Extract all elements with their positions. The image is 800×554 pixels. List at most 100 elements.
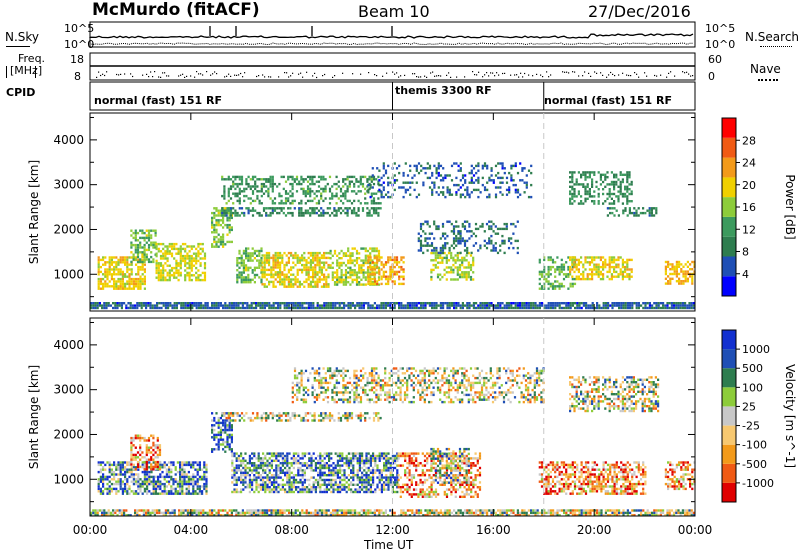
echo-cell	[294, 306, 297, 310]
echo-cell	[251, 207, 255, 210]
echo-cell	[300, 214, 303, 217]
echo-cell	[527, 304, 530, 307]
nave-dot	[434, 75, 436, 77]
echo-cell	[108, 470, 111, 474]
echo-cell	[422, 222, 425, 226]
echo-cell	[437, 162, 440, 165]
echo-cell	[373, 256, 377, 259]
echo-cell	[365, 514, 368, 517]
echo-cell	[265, 185, 268, 188]
echo-cell	[126, 275, 129, 278]
echo-cell	[565, 306, 568, 310]
echo-cell	[181, 475, 184, 479]
echo-cell	[415, 304, 418, 307]
echo-cell	[430, 251, 433, 255]
echo-cell	[261, 273, 264, 276]
echo-cell	[360, 269, 363, 272]
echo-cell	[477, 306, 480, 310]
echo-cell	[307, 261, 310, 264]
echo-cell	[577, 275, 580, 278]
echo-cell	[406, 514, 409, 517]
echo-cell	[369, 258, 372, 262]
echo-cell	[266, 514, 269, 517]
echo-cell	[104, 285, 107, 288]
echo-cell	[96, 302, 99, 305]
echo-cell	[285, 306, 288, 310]
echo-cell	[367, 261, 370, 264]
echo-cell	[569, 270, 572, 274]
echo-cell	[626, 180, 629, 184]
echo-cell	[143, 248, 146, 252]
echo-cell	[569, 258, 572, 262]
echo-cell	[615, 265, 618, 269]
echo-cell	[369, 306, 372, 310]
echo-cell	[406, 181, 410, 184]
echo-cell	[577, 171, 580, 174]
echo-cell	[226, 514, 229, 517]
echo-cell	[108, 256, 111, 259]
echo-cell	[285, 275, 288, 279]
echo-cell	[395, 261, 399, 264]
echo-cell	[115, 480, 118, 483]
echo-cell	[314, 514, 317, 517]
echo-cell	[378, 258, 381, 262]
echo-cell	[136, 509, 139, 512]
echo-cell	[160, 511, 163, 515]
nave-dot	[158, 76, 160, 78]
echo-cell	[437, 304, 440, 307]
echo-cell	[573, 183, 576, 186]
echo-cell	[578, 511, 581, 515]
echo-cell	[479, 244, 482, 247]
echo-cell	[470, 251, 473, 255]
echo-cell	[367, 277, 370, 281]
echo-cell	[251, 271, 254, 274]
echo-cell	[353, 269, 356, 272]
echo-cell	[456, 271, 459, 274]
echo-cell	[310, 302, 313, 305]
echo-cell	[205, 475, 208, 479]
echo-cell	[244, 302, 247, 305]
echo-cell	[598, 509, 601, 512]
echo-cell	[219, 219, 222, 222]
nave-dot	[226, 75, 228, 77]
echo-cell	[274, 259, 277, 262]
echo-cell	[378, 188, 381, 192]
echo-cell	[585, 514, 588, 517]
echo-cell	[608, 268, 611, 271]
echo-cell	[619, 273, 622, 276]
echo-cell	[441, 256, 444, 260]
echo-cell	[324, 211, 327, 215]
echo-cell	[621, 265, 624, 269]
echo-cell	[463, 239, 467, 243]
echo-cell	[265, 273, 268, 276]
echo-cell	[393, 256, 396, 259]
echo-cell	[274, 285, 277, 288]
echo-cell	[554, 268, 557, 271]
echo-cell	[501, 193, 504, 196]
echo-cell	[593, 202, 596, 205]
echo-cell	[560, 285, 563, 288]
echo-cell	[208, 514, 211, 517]
nave-dot	[270, 76, 272, 78]
y-tick-label: 4000	[53, 133, 84, 147]
echo-cell	[452, 230, 456, 233]
echo-cell	[110, 285, 113, 288]
echo-cell	[448, 302, 451, 305]
echo-cell	[371, 249, 374, 253]
echo-cell	[92, 511, 95, 515]
echo-cell	[333, 207, 336, 210]
echo-cell	[384, 171, 388, 175]
echo-cell	[240, 271, 243, 274]
echo-cell	[463, 271, 466, 274]
echo-cell	[172, 461, 175, 464]
nave-dot	[682, 71, 684, 73]
echo-cell	[117, 280, 120, 283]
echo-cell	[582, 509, 585, 512]
echo-cell	[554, 285, 557, 288]
echo-cell	[166, 259, 169, 263]
echo-cell	[272, 302, 275, 305]
echo-cell	[162, 302, 165, 305]
echo-cell	[283, 511, 286, 515]
echo-cell	[184, 276, 187, 279]
echo-cell	[580, 509, 583, 512]
